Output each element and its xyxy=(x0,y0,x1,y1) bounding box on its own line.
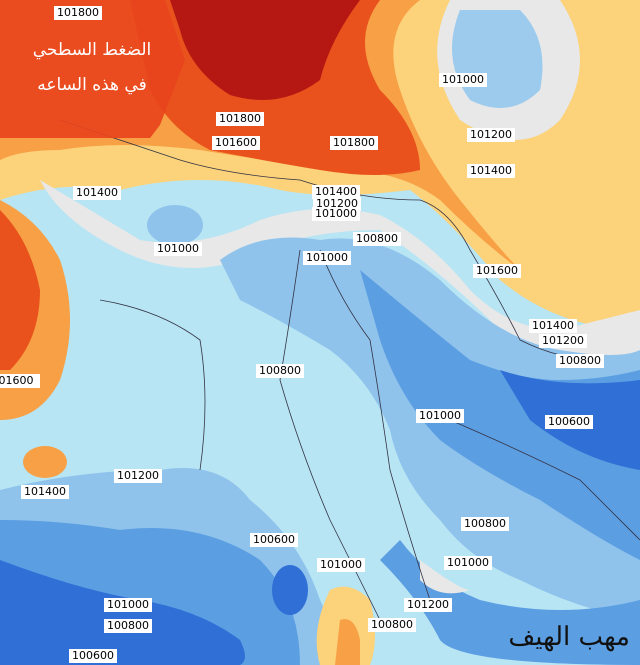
label-box xyxy=(556,354,604,368)
label-box xyxy=(54,6,102,20)
label-box xyxy=(529,319,577,333)
label-box xyxy=(73,186,121,200)
contour-label: 101400 xyxy=(24,485,66,498)
label-box xyxy=(539,334,587,348)
contour-label: 101000 xyxy=(315,207,357,220)
label-box xyxy=(212,136,260,150)
contour-label: 100800 xyxy=(464,517,506,530)
label-box xyxy=(114,469,162,483)
contour-label: 101200 xyxy=(117,469,159,482)
label-box xyxy=(545,415,593,429)
contour-label: 100600 xyxy=(253,533,295,546)
label-box xyxy=(467,128,515,142)
contour-label: 101000 xyxy=(419,409,461,422)
contour-label: 100800 xyxy=(259,364,301,377)
coastlines xyxy=(59,119,640,621)
contour-label: 101800 xyxy=(219,112,261,125)
label-box xyxy=(69,649,117,663)
contour-label: 101400 xyxy=(315,185,357,198)
contour-label: 101600 xyxy=(215,136,257,149)
contour-label: 01600 xyxy=(0,374,34,387)
label-box xyxy=(154,242,202,256)
contour-label: 101000 xyxy=(107,598,149,611)
watermark: مهب الهيف xyxy=(508,622,630,652)
label-box xyxy=(312,207,360,221)
contour-label: 101000 xyxy=(306,251,348,264)
contour-label: 101600 xyxy=(476,264,518,277)
contour-label: 100800 xyxy=(356,232,398,245)
label-box xyxy=(461,517,509,531)
label-box xyxy=(473,264,521,278)
contour-label: 100800 xyxy=(371,618,413,631)
contour-label: 100800 xyxy=(107,619,149,632)
contour-label: 101000 xyxy=(320,558,362,571)
label-box xyxy=(21,485,69,499)
contour-label: 101200 xyxy=(470,128,512,141)
contour-label: 100600 xyxy=(548,415,590,428)
label-box xyxy=(303,251,351,265)
contour-label: 101000 xyxy=(442,73,484,86)
contour-label: 101800 xyxy=(57,6,99,19)
contour-label: 101200 xyxy=(542,334,584,347)
label-box xyxy=(104,619,152,633)
banner-line: في هذه الساعه xyxy=(37,75,146,95)
label-box xyxy=(312,185,360,199)
label-box xyxy=(216,112,264,126)
label-box xyxy=(444,556,492,570)
contour-label: 100800 xyxy=(559,354,601,367)
label-box xyxy=(330,136,378,150)
label-box xyxy=(104,598,152,612)
contour-label: 101000 xyxy=(157,242,199,255)
contour-label: 101400 xyxy=(470,164,512,177)
label-box xyxy=(416,409,464,423)
banner: الضغط السطحي في هذه الساعه xyxy=(0,0,185,138)
contour-label: 101000 xyxy=(447,556,489,569)
contour-label: 101800 xyxy=(333,136,375,149)
banner-line: الضغط السطحي xyxy=(33,40,152,60)
label-box xyxy=(439,73,487,87)
label-box xyxy=(404,598,452,612)
label-box xyxy=(467,164,515,178)
label-box xyxy=(256,364,304,378)
contour-label: 101400 xyxy=(532,319,574,332)
contour-label: 101400 xyxy=(76,186,118,199)
contour-label: 101200 xyxy=(316,197,358,210)
contour-label: 100600 xyxy=(72,649,114,662)
label-box xyxy=(368,618,416,632)
contour-label: 101200 xyxy=(407,598,449,611)
label-box xyxy=(0,374,40,388)
label-box xyxy=(353,232,401,246)
label-box xyxy=(317,558,365,572)
label-box xyxy=(250,533,298,547)
